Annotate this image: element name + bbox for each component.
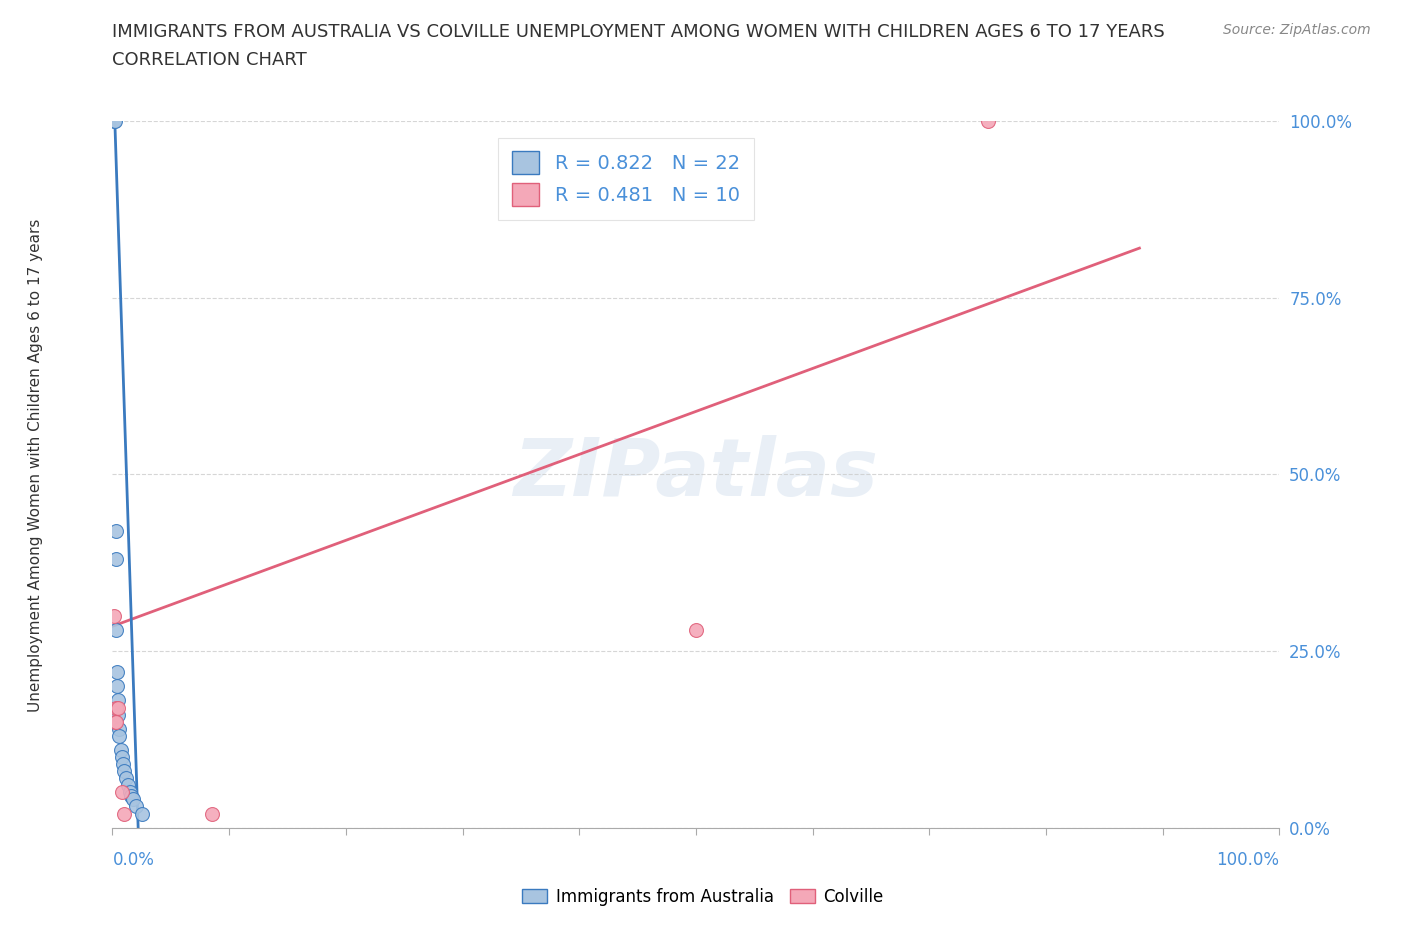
Text: Source: ZipAtlas.com: Source: ZipAtlas.com (1223, 23, 1371, 37)
Point (104, 700, 127, 715)
Point (131, 806, 153, 821)
Point (107, 707, 129, 722)
Point (105, 679, 128, 694)
Point (103, 608, 125, 623)
Point (108, 722, 131, 737)
Legend: R = 0.822   N = 22, R = 0.481   N = 10: R = 0.822 N = 22, R = 0.481 N = 10 (498, 138, 754, 219)
Point (104, 714, 127, 729)
Point (105, 665, 128, 680)
Point (111, 785, 134, 800)
Text: ZIPatlas: ZIPatlas (513, 435, 879, 513)
Point (125, 799, 148, 814)
Point (120, 789, 142, 804)
Point (107, 700, 129, 715)
Point (112, 764, 135, 778)
Point (118, 785, 141, 800)
Point (111, 757, 134, 772)
Point (685, 622, 707, 637)
Text: Unemployment Among Women with Children Ages 6 to 17 years: Unemployment Among Women with Children A… (28, 219, 42, 711)
Point (108, 728, 131, 743)
Text: 0.0%: 0.0% (112, 851, 155, 870)
Point (110, 742, 132, 757)
Point (103, 113, 125, 128)
Text: IMMIGRANTS FROM AUSTRALIA VS COLVILLE UNEMPLOYMENT AMONG WOMEN WITH CHILDREN AGE: IMMIGRANTS FROM AUSTRALIA VS COLVILLE UN… (112, 23, 1166, 41)
Point (104, 524, 127, 538)
Text: 100.0%: 100.0% (1216, 851, 1279, 870)
Point (104, 551, 127, 566)
Point (104, 113, 127, 128)
Text: CORRELATION CHART: CORRELATION CHART (112, 51, 308, 69)
Point (201, 806, 224, 821)
Point (104, 622, 127, 637)
Point (104, 714, 127, 729)
Point (112, 806, 135, 821)
Point (111, 750, 134, 764)
Point (115, 771, 138, 786)
Point (122, 792, 145, 807)
Point (107, 693, 129, 708)
Legend: Immigrants from Australia, Colville: Immigrants from Australia, Colville (516, 881, 890, 912)
Point (976, 113, 998, 128)
Point (117, 777, 139, 792)
